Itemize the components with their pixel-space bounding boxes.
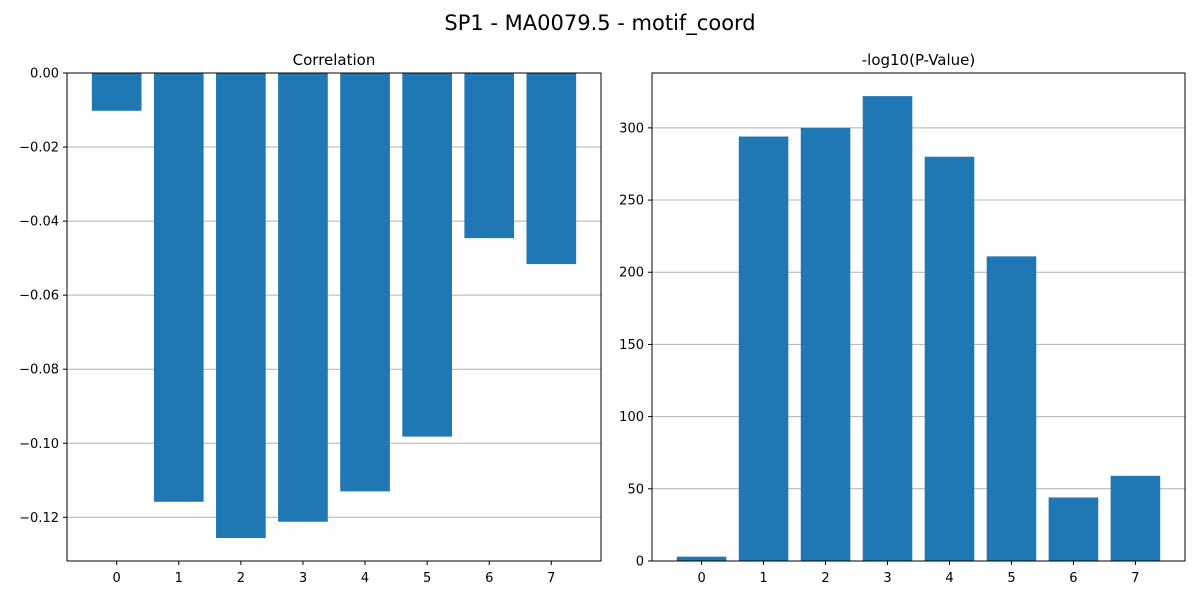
correlation-x-axis: 0 1 2 3 4 5 6 7 [113,561,555,586]
pvalue-gridlines [652,127,1185,562]
pvalue-x-tick-label-5: 5 [1007,571,1015,586]
correlation-y-tick-label-2: −0.04 [19,215,59,230]
correlation-bar-2 [216,73,266,539]
correlation-bars [91,73,577,539]
pvalue-bar-0 [676,556,727,561]
correlation-bar-3 [278,73,328,522]
pvalue-y-tick-label-3: 150 [619,338,644,353]
correlation-x-tick-label-7: 7 [547,571,555,586]
correlation-gridlines [67,72,601,518]
correlation-y-tick-label-5: −0.10 [19,437,59,452]
correlation-y-axis: 0.00 −0.02 −0.04 −0.06 −0.08 −0.10 −0.12 [19,67,67,526]
correlation-y-tick-label-1: −0.02 [19,141,59,156]
pvalue-x-axis: 0 1 2 3 4 5 6 7 [697,561,1140,586]
pvalue-bar-7 [1110,475,1161,561]
pvalue-x-tick-label-2: 2 [821,571,829,586]
figure-suptitle: SP1 - MA0079.5 - motif_coord [444,11,755,36]
pvalue-bar-5 [986,256,1037,561]
pvalue-x-tick-label-0: 0 [697,571,705,586]
pvalue-y-tick-label-2: 100 [619,410,644,425]
pvalue-y-tick-label-5: 250 [619,194,644,209]
pvalue-bar-4 [924,156,975,562]
pvalue-panel: -log10(P-Value) 0 50 100 150 200 250 300 0 1 2 3 4 5… [619,51,1186,586]
correlation-x-tick-label-6: 6 [485,571,493,586]
correlation-bar-4 [340,73,390,492]
pvalue-x-tick-label-6: 6 [1069,571,1077,586]
correlation-chart-title: Correlation [293,51,376,69]
correlation-x-tick-label-0: 0 [113,571,121,586]
correlation-y-tick-label-3: −0.06 [19,289,59,304]
pvalue-bars [676,96,1161,562]
correlation-bar-0 [91,73,142,111]
pvalue-y-axis: 0 50 100 150 200 250 300 [619,121,652,570]
pvalue-axes-frame [651,72,1186,562]
correlation-bar-6 [464,73,515,239]
correlation-bar-7 [526,73,577,265]
correlation-y-tick-label-4: −0.08 [19,363,59,378]
pvalue-y-tick-label-4: 200 [619,266,644,281]
pvalue-chart-title: -log10(P-Value) [862,51,976,69]
correlation-panel: Correlation 0.00 −0.02 −0.04 −0.06 −0.08 −0.1… [19,51,602,586]
pvalue-bar-3 [862,96,913,562]
correlation-y-tick-label-0: 0.00 [30,67,59,82]
correlation-axes-frame [66,72,602,562]
pvalue-y-tick-label-0: 0 [636,555,644,570]
pvalue-y-tick-label-1: 50 [627,482,644,497]
pvalue-y-tick-label-6: 300 [619,121,644,136]
correlation-x-tick-label-3: 3 [299,571,307,586]
pvalue-bar-2 [800,127,851,562]
correlation-bar-5 [402,73,452,437]
correlation-x-tick-label-4: 4 [361,571,369,586]
correlation-x-tick-label-1: 1 [175,571,183,586]
pvalue-bar-6 [1048,497,1099,561]
pvalue-x-tick-label-1: 1 [759,571,767,586]
correlation-x-tick-label-5: 5 [423,571,431,586]
correlation-x-tick-label-2: 2 [237,571,245,586]
pvalue-x-tick-label-7: 7 [1131,571,1139,586]
pvalue-x-tick-label-3: 3 [883,571,891,586]
pvalue-x-tick-label-4: 4 [945,571,953,586]
pvalue-bar-1 [738,136,789,562]
correlation-bar-1 [153,73,204,502]
correlation-y-tick-label-6: −0.12 [19,511,59,526]
